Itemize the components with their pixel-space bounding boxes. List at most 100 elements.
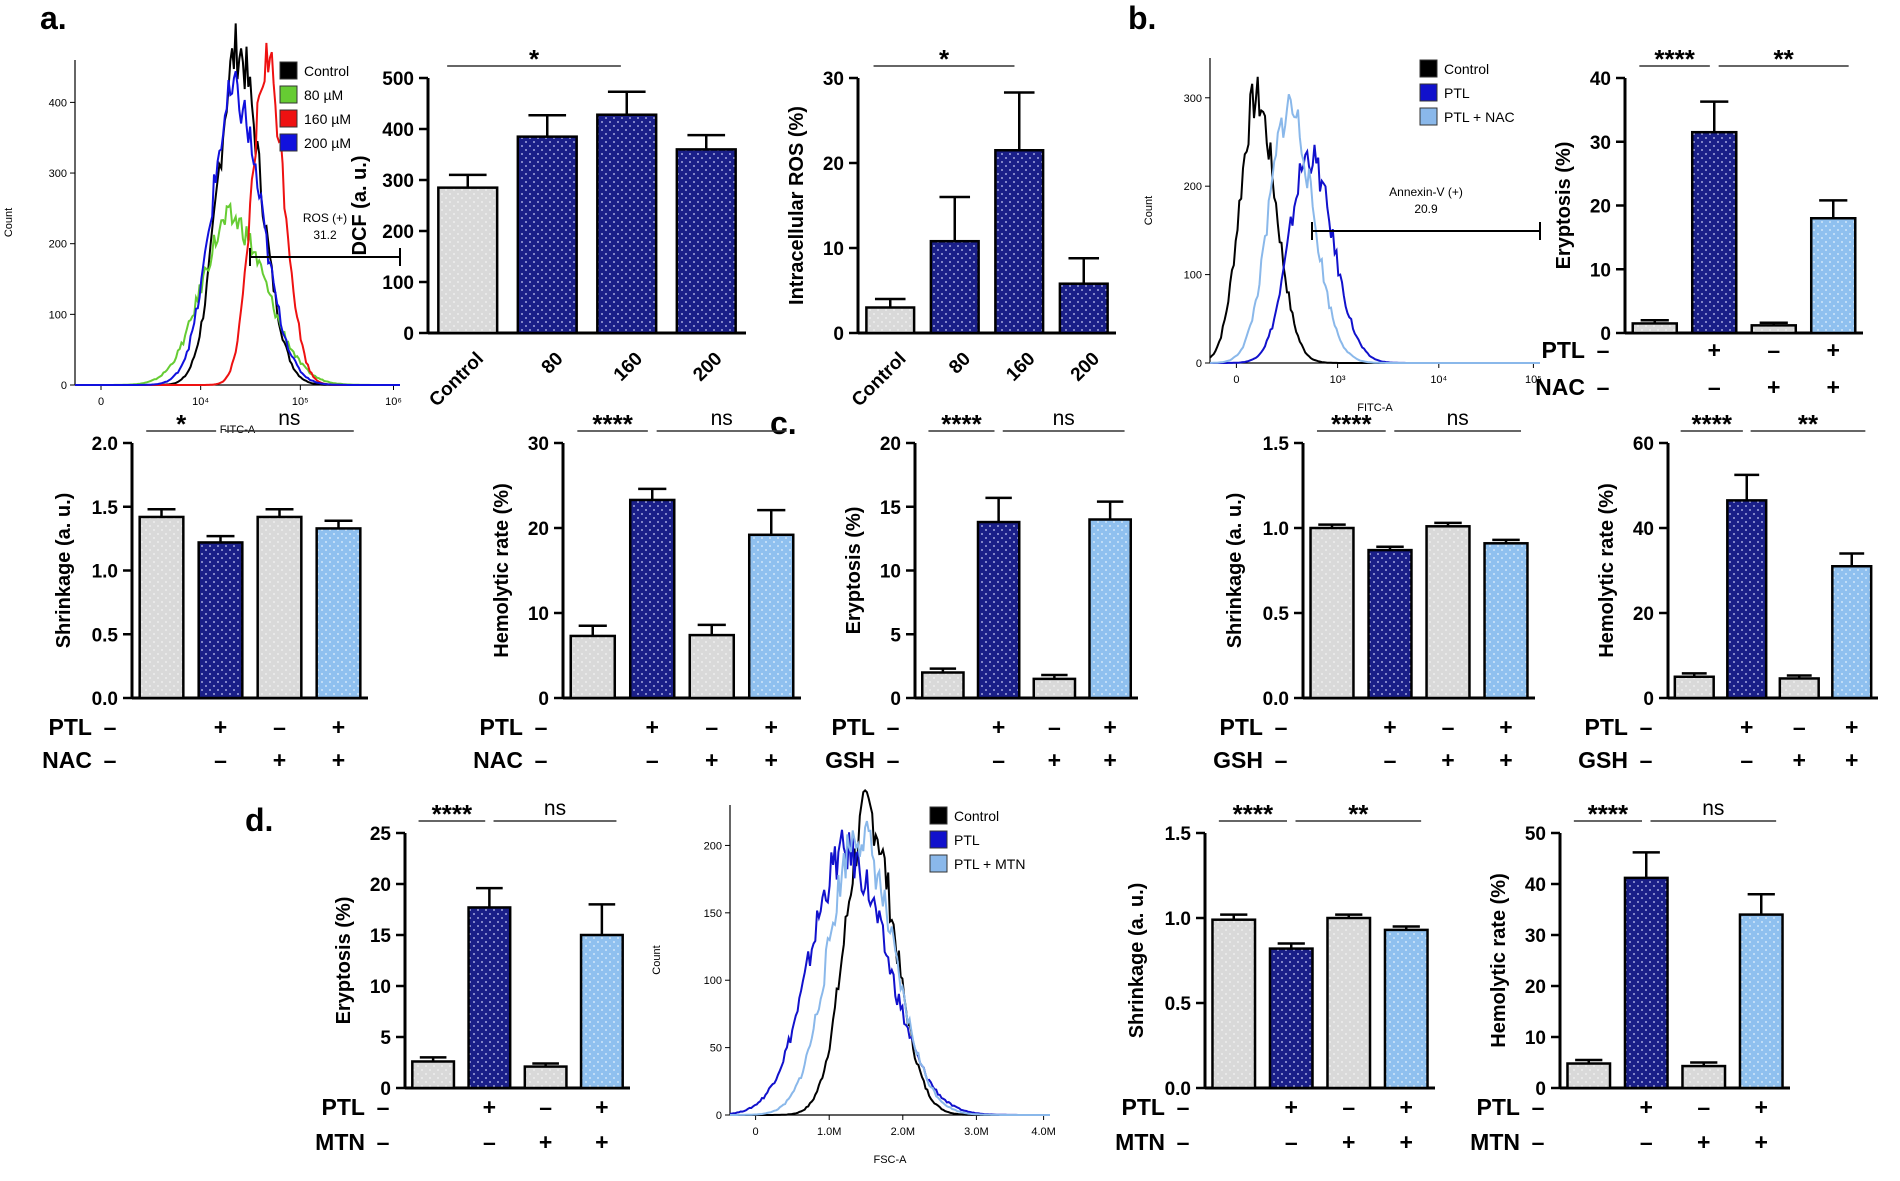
bar xyxy=(1623,876,1669,1090)
y-tick-label: 0 xyxy=(403,324,414,345)
sign-label: + xyxy=(595,1094,608,1120)
bar xyxy=(1809,217,1857,335)
row-label: GSH xyxy=(825,747,875,773)
x-tick-label: Control xyxy=(425,348,488,411)
y-tick-label: 40 xyxy=(1525,875,1546,896)
bar xyxy=(411,1060,456,1090)
gate-label: Annexin-V (+) xyxy=(1389,185,1463,199)
sign-label: – xyxy=(535,747,548,773)
sign-label: + xyxy=(705,747,718,773)
row-label: NAC xyxy=(1535,374,1585,400)
bar xyxy=(437,186,499,335)
significance-label: ns xyxy=(1447,407,1469,430)
x-tick-label: 10⁶ xyxy=(385,396,402,408)
row-label: PTL xyxy=(480,714,523,740)
chart-b-hist: 0 100 200 300 0 10³ 10⁴ 10⁵ FITC-A Count Control PT… xyxy=(1143,58,1542,414)
legend-swatch xyxy=(279,61,298,80)
significance-label: **** xyxy=(432,799,473,829)
sign-label: – xyxy=(104,714,117,740)
y-tick-label: 10 xyxy=(1525,1028,1546,1049)
sign-label: – xyxy=(1275,714,1288,740)
significance-label: ns xyxy=(1053,407,1075,430)
significance-label: ** xyxy=(1798,409,1819,439)
x-tick-label: 200 xyxy=(1067,348,1104,385)
x-tick-label: 2.0M xyxy=(891,1126,915,1138)
bar xyxy=(1309,526,1355,700)
row-label: PTL xyxy=(1122,1094,1165,1120)
y-tick-label: 100 xyxy=(704,975,722,987)
sign-label: – xyxy=(705,714,718,740)
sign-label: – xyxy=(992,747,1005,773)
sign-label: + xyxy=(332,747,345,773)
bar xyxy=(596,113,658,335)
panel-label-c: c. xyxy=(770,405,797,441)
panel-label-b: b. xyxy=(1128,0,1157,36)
y-tick-label: 0 xyxy=(380,1079,391,1100)
y-tick-label: 20 xyxy=(880,434,901,455)
y-tick-label: 20 xyxy=(1590,197,1611,218)
chart-a-ros: 0 10 20 30 Intracellular ROS (%) Control 80 160… xyxy=(786,44,1116,411)
y-axis-label: Eryptosis (%) xyxy=(843,507,865,635)
y-tick-label: 30 xyxy=(1590,133,1611,154)
legend-label: PTL + NAC xyxy=(1444,109,1515,125)
sign-label: + xyxy=(992,714,1005,740)
legend-label: 200 µM xyxy=(304,135,351,151)
x-tick-label: 10⁴ xyxy=(192,396,209,408)
bar xyxy=(256,515,303,700)
legend-label: Control xyxy=(954,808,999,824)
sign-label: + xyxy=(1103,747,1116,773)
bar xyxy=(747,533,795,700)
sign-label: + xyxy=(1441,747,1454,773)
y-tick-label: 10 xyxy=(880,562,901,583)
significance-label: * xyxy=(176,409,187,439)
gate-label: ROS (+) xyxy=(303,211,347,225)
x-tick-label: 3.0M xyxy=(964,1126,988,1138)
y-tick-label: 10 xyxy=(1590,260,1611,281)
bar xyxy=(1211,918,1257,1090)
bar xyxy=(516,135,578,335)
bar xyxy=(315,527,362,700)
legend-swatch xyxy=(1419,107,1438,126)
sign-label: + xyxy=(1755,1129,1768,1155)
legend-swatch xyxy=(279,133,298,152)
x-tick-label: 10⁵ xyxy=(292,396,309,408)
legend-swatch xyxy=(929,830,948,849)
sign-label: + xyxy=(1499,714,1512,740)
bar xyxy=(1483,542,1529,700)
sign-label: + xyxy=(1708,337,1721,363)
bar xyxy=(138,515,185,700)
sign-label: – xyxy=(887,714,900,740)
bar xyxy=(523,1065,568,1090)
y-tick-label: 0.0 xyxy=(92,689,118,710)
x-tick-label: 10⁴ xyxy=(1430,374,1447,386)
y-tick-label: 300 xyxy=(1184,93,1202,105)
histogram-curve xyxy=(1210,93,1540,364)
row-label: MTN xyxy=(1115,1129,1165,1155)
row-label: NAC xyxy=(473,747,523,773)
y-tick-label: 30 xyxy=(823,69,844,90)
y-tick-label: 0.5 xyxy=(92,625,119,646)
y-tick-label: 200 xyxy=(49,239,67,251)
sign-label: + xyxy=(765,714,778,740)
bar xyxy=(976,520,1021,700)
sign-label: + xyxy=(1640,1094,1653,1120)
sign-label: – xyxy=(1708,374,1721,400)
bar xyxy=(467,906,512,1090)
significance-label: **** xyxy=(1692,409,1733,439)
y-tick-label: 1.5 xyxy=(92,498,119,519)
sign-label: + xyxy=(1740,714,1753,740)
sign-label: + xyxy=(1342,1129,1355,1155)
legend-swatch xyxy=(1419,59,1438,78)
bar xyxy=(688,633,736,700)
bar xyxy=(865,306,916,335)
row-label: NAC xyxy=(42,747,92,773)
sign-label: + xyxy=(595,1129,608,1155)
sign-label: – xyxy=(214,747,227,773)
sign-label: + xyxy=(214,714,227,740)
sign-label: – xyxy=(1384,747,1397,773)
row-label: GSH xyxy=(1578,747,1628,773)
